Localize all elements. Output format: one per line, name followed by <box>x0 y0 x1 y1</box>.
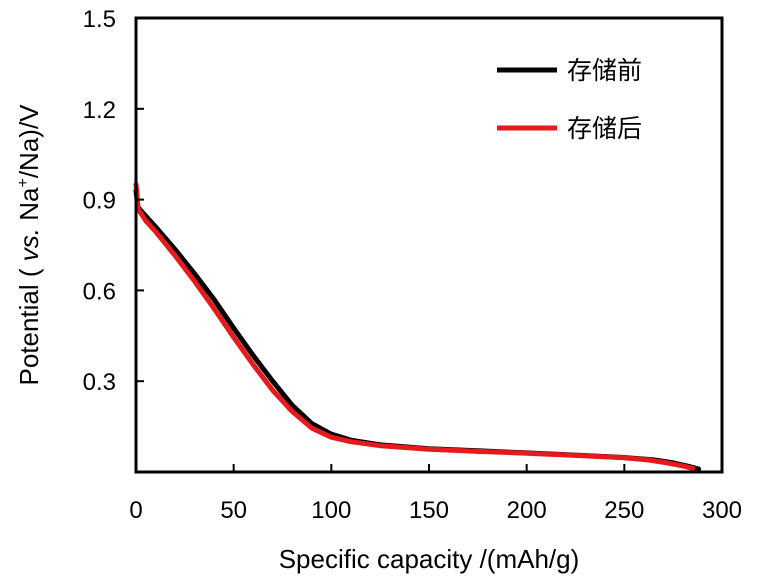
tick-layer <box>136 107 626 472</box>
y-axis-title-italic: vs. <box>14 228 44 261</box>
y-tick-label: 0.3 <box>83 369 116 396</box>
x-axis-title: Specific capacity /(mAh/g) <box>279 544 580 574</box>
x-tick-label: 250 <box>604 497 644 524</box>
series-layer <box>133 182 702 472</box>
y-axis-title-middle: Na <box>14 187 44 228</box>
tick-label-layer: 0 50 100 150 200 250 300 0.3 0.6 0.9 1.2 1.5 <box>83 6 742 524</box>
x-tick-label: 50 <box>220 497 247 524</box>
y-tick-label: 1.5 <box>83 6 116 33</box>
x-tick-label: 150 <box>409 497 449 524</box>
y-axis-title-suffix: /Na)/V <box>14 104 44 178</box>
legend-label-2: 存储后 <box>567 114 642 143</box>
y-axis-title-prefix: Potential ( <box>14 261 44 385</box>
series-line-2 <box>133 182 696 471</box>
legend-label-1: 存储前 <box>567 56 642 85</box>
x-tick-label: 100 <box>311 497 351 524</box>
y-tick-label: 0.9 <box>83 188 116 215</box>
x-tick-label: 300 <box>702 497 742 524</box>
y-axis-title: Potential ( vs. Na+/Na)/V <box>14 104 44 386</box>
y-axis-title-superscript: + <box>15 178 32 187</box>
y-tick-label: 0.6 <box>83 278 116 305</box>
y-tick-label: 1.2 <box>83 97 116 124</box>
x-tick-label: 200 <box>507 497 547 524</box>
x-tick-label: 0 <box>129 497 142 524</box>
